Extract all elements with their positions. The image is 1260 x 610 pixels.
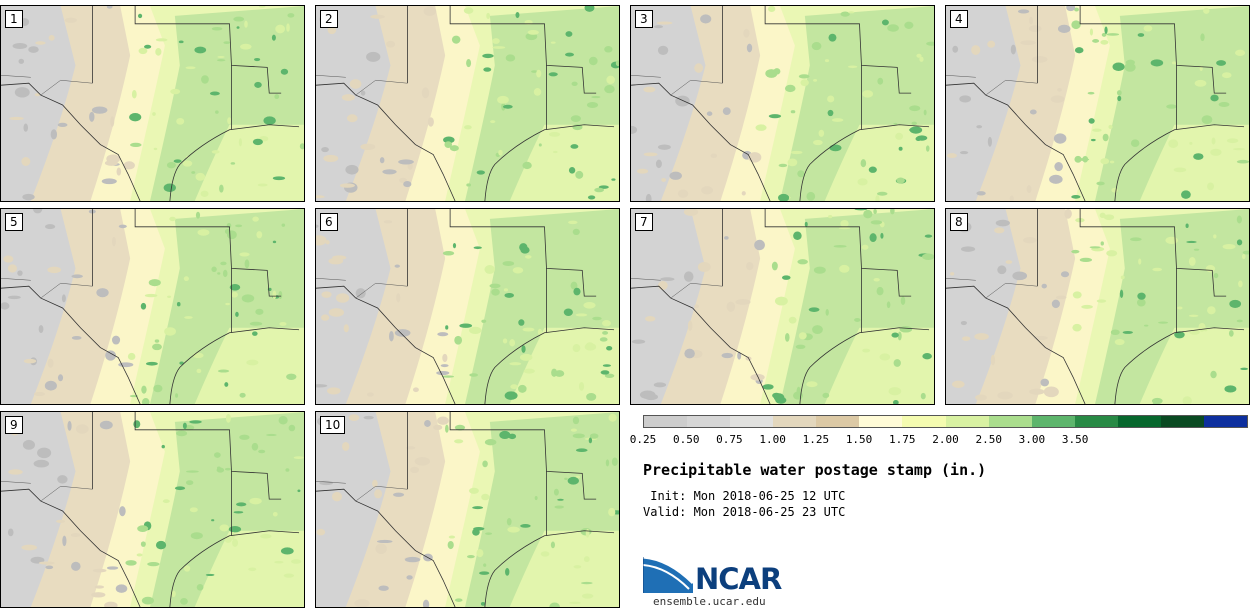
ensemble-member-panel-3: 3 xyxy=(630,5,935,202)
precipitable-water-map xyxy=(316,209,619,404)
ensemble-member-panel-7: 7 xyxy=(630,208,935,405)
precipitable-water-map xyxy=(631,6,934,201)
precipitable-water-map xyxy=(1,209,304,404)
colorbar-segment xyxy=(816,416,860,427)
website-url: ensemble.ucar.edu xyxy=(653,595,766,608)
colorbar-tick-label: 1.75 xyxy=(889,433,916,446)
colorbar-tick-label: 2.00 xyxy=(932,433,959,446)
precipitable-water-map xyxy=(316,6,619,201)
member-number-label: 10 xyxy=(320,416,346,434)
colorbar-tick-label: 3.50 xyxy=(1061,433,1089,446)
colorbar-segment xyxy=(988,416,1032,427)
colorbar-tick-label: 3.00 xyxy=(1018,433,1046,446)
colorbar-segment xyxy=(1074,416,1118,427)
valid-time: Valid: Mon 2018-06-25 23 UTC xyxy=(643,505,846,519)
member-number-label: 7 xyxy=(635,213,653,231)
precipitable-water-map xyxy=(1,6,304,201)
member-number-label: 1 xyxy=(5,10,23,28)
logo-text: NCAR xyxy=(695,562,782,596)
member-number-label: 9 xyxy=(5,416,23,434)
colorbar-tick-label: 0.75 xyxy=(716,433,743,446)
ensemble-member-panel-6: 6 xyxy=(315,208,620,405)
precipitable-water-map xyxy=(631,209,934,404)
colorbar-tick-label: 0.25 xyxy=(629,433,657,446)
colorbar-segment xyxy=(1117,416,1161,427)
ensemble-member-panel-9: 9 xyxy=(0,411,305,608)
figure-title: Precipitable water postage stamp (in.) xyxy=(643,461,987,479)
member-number-label: 2 xyxy=(320,10,338,28)
precipitable-water-map xyxy=(946,209,1249,404)
precipitable-water-map xyxy=(316,412,619,607)
colorbar-segment xyxy=(687,416,731,427)
colorbar-segment xyxy=(859,416,903,427)
colorbar-tick-label: 1.25 xyxy=(802,433,830,446)
colorbar-segment xyxy=(773,416,817,427)
colorbar-tick-label: 1.00 xyxy=(759,433,786,446)
colorbar-segment xyxy=(644,416,688,427)
member-number-label: 8 xyxy=(950,213,968,231)
precipitable-water-map xyxy=(946,6,1249,201)
precipitable-water-map xyxy=(1,412,304,607)
colorbar-ticks: 0.25 0.50 0.75 1.00 1.25 1.50 1.75 2.00 2.50 3.00… xyxy=(630,433,1248,447)
ncar-logo-icon xyxy=(643,555,695,593)
colorbar-tick-label: 0.50 xyxy=(672,433,700,446)
member-number-label: 6 xyxy=(320,213,338,231)
colorbar-segment xyxy=(730,416,774,427)
member-number-label: 4 xyxy=(950,10,968,28)
ensemble-member-panel-1: 1 xyxy=(0,5,305,202)
ensemble-member-panel-2: 2 xyxy=(315,5,620,202)
ensemble-member-panel-8: 8 xyxy=(945,208,1250,405)
init-time: Init: Mon 2018-06-25 12 UTC xyxy=(643,489,846,503)
colorbar-segment xyxy=(902,416,946,427)
colorbar-segment xyxy=(1031,416,1075,427)
ensemble-member-panel-10: 10 xyxy=(315,411,620,608)
colorbar-tick-label: 1.50 xyxy=(845,433,873,446)
colorbar-segment xyxy=(1160,416,1205,427)
colorbar xyxy=(643,415,1248,428)
member-number-label: 5 xyxy=(5,213,23,231)
ensemble-member-panel-4: 4 xyxy=(945,5,1250,202)
colorbar-segment xyxy=(1204,416,1248,427)
colorbar-segment xyxy=(945,416,989,427)
member-number-label: 3 xyxy=(635,10,653,28)
ensemble-member-panel-5: 5 xyxy=(0,208,305,405)
colorbar-tick-label: 2.50 xyxy=(975,433,1002,446)
